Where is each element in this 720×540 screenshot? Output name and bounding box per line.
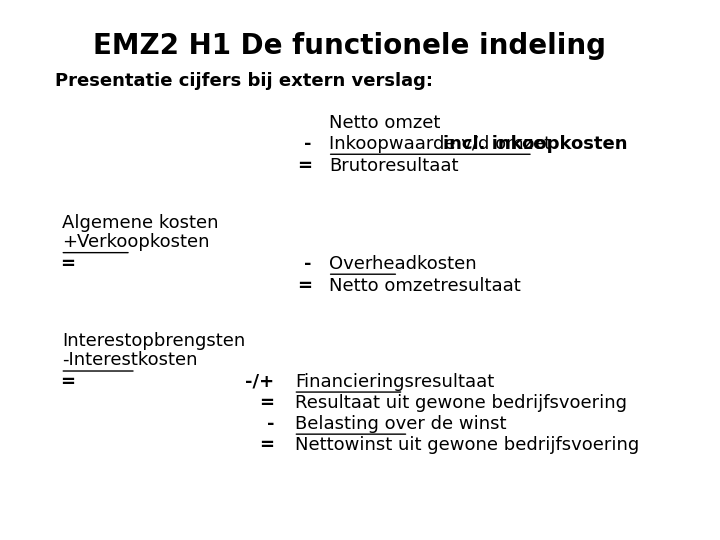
Text: -Interestkosten: -Interestkosten: [62, 352, 197, 369]
Text: =: =: [259, 394, 274, 411]
Text: Resultaat uit gewone bedrijfsvoering: Resultaat uit gewone bedrijfsvoering: [295, 394, 627, 411]
Text: Inkoopwaarde v/d omzet: Inkoopwaarde v/d omzet: [329, 135, 557, 153]
Text: Presentatie cijfers bij extern verslag:: Presentatie cijfers bij extern verslag:: [55, 72, 433, 90]
Text: Belasting over de winst: Belasting over de winst: [295, 415, 506, 433]
Text: =: =: [297, 277, 312, 295]
Text: -: -: [267, 415, 274, 433]
Text: EMZ2 H1 De functionele indeling: EMZ2 H1 De functionele indeling: [93, 32, 606, 60]
Text: =: =: [259, 436, 274, 454]
Text: +Verkoopkosten: +Verkoopkosten: [62, 233, 210, 251]
Text: =: =: [60, 373, 76, 390]
Text: Interestopbrengsten: Interestopbrengsten: [62, 332, 245, 350]
Text: =: =: [60, 255, 76, 273]
Text: Netto omzetresultaat: Netto omzetresultaat: [329, 277, 521, 295]
Text: Nettowinst uit gewone bedrijfsvoering: Nettowinst uit gewone bedrijfsvoering: [295, 436, 639, 454]
Text: Financieringsresultaat: Financieringsresultaat: [295, 373, 494, 390]
Text: -/+: -/+: [246, 373, 274, 390]
Text: Overheadkosten: Overheadkosten: [329, 255, 477, 273]
Text: -: -: [305, 135, 312, 153]
Text: incl. inkoopkosten: incl. inkoopkosten: [443, 135, 627, 153]
Text: Algemene kosten: Algemene kosten: [62, 214, 218, 232]
Text: -: -: [305, 255, 312, 273]
Text: Brutoresultaat: Brutoresultaat: [329, 157, 459, 175]
Text: Netto omzet: Netto omzet: [329, 114, 441, 132]
Text: =: =: [297, 157, 312, 175]
